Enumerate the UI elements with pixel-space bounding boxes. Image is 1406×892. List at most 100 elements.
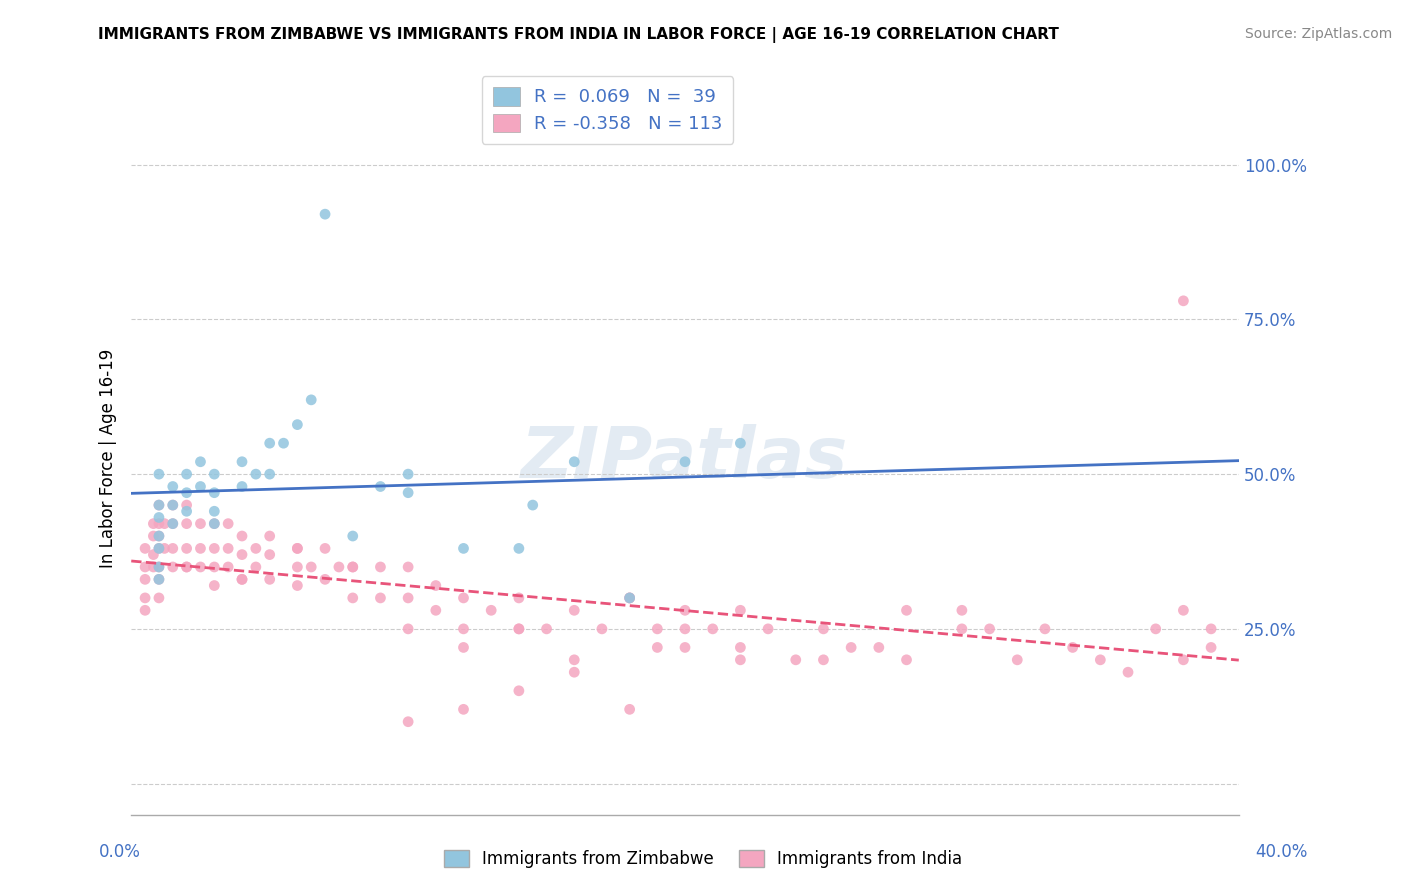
Point bbox=[314, 207, 336, 221]
Point bbox=[508, 622, 530, 636]
Point bbox=[730, 653, 752, 667]
Point bbox=[396, 560, 419, 574]
Point bbox=[259, 573, 281, 587]
Point bbox=[508, 591, 530, 605]
Point bbox=[314, 541, 336, 556]
Point bbox=[134, 573, 156, 587]
Point bbox=[1199, 622, 1222, 636]
Point bbox=[342, 591, 364, 605]
Point bbox=[162, 516, 184, 531]
Point bbox=[508, 622, 530, 636]
Point bbox=[148, 541, 170, 556]
Point bbox=[148, 529, 170, 543]
Point bbox=[396, 591, 419, 605]
Point bbox=[673, 640, 696, 655]
Point bbox=[730, 640, 752, 655]
Point bbox=[148, 541, 170, 556]
Point bbox=[259, 548, 281, 562]
Point bbox=[1116, 665, 1139, 680]
Point bbox=[190, 479, 212, 493]
Point bbox=[702, 622, 724, 636]
Point bbox=[162, 541, 184, 556]
Point bbox=[176, 560, 198, 574]
Point bbox=[673, 622, 696, 636]
Point bbox=[562, 665, 585, 680]
Point bbox=[245, 467, 267, 482]
Point bbox=[148, 529, 170, 543]
Point bbox=[259, 467, 281, 482]
Point bbox=[176, 498, 198, 512]
Point bbox=[508, 683, 530, 698]
Point bbox=[217, 516, 239, 531]
Point bbox=[1007, 653, 1029, 667]
Point bbox=[453, 591, 475, 605]
Point bbox=[1199, 640, 1222, 655]
Point bbox=[1173, 653, 1195, 667]
Point bbox=[231, 573, 253, 587]
Point bbox=[142, 560, 165, 574]
Point bbox=[148, 516, 170, 531]
Point bbox=[202, 560, 225, 574]
Point bbox=[619, 702, 641, 716]
Point bbox=[370, 479, 392, 493]
Point bbox=[134, 541, 156, 556]
Point bbox=[479, 603, 502, 617]
Point bbox=[148, 510, 170, 524]
Point bbox=[730, 603, 752, 617]
Point bbox=[134, 591, 156, 605]
Point bbox=[756, 622, 779, 636]
Point bbox=[287, 541, 309, 556]
Point bbox=[176, 560, 198, 574]
Point bbox=[162, 516, 184, 531]
Point bbox=[231, 548, 253, 562]
Point bbox=[299, 560, 322, 574]
Point bbox=[142, 529, 165, 543]
Point bbox=[148, 573, 170, 587]
Legend: R =  0.069   N =  39, R = -0.358   N = 113: R = 0.069 N = 39, R = -0.358 N = 113 bbox=[482, 76, 734, 144]
Point bbox=[245, 560, 267, 574]
Point bbox=[370, 560, 392, 574]
Point bbox=[190, 455, 212, 469]
Point bbox=[287, 578, 309, 592]
Point bbox=[142, 516, 165, 531]
Point bbox=[176, 541, 198, 556]
Point bbox=[142, 548, 165, 562]
Point bbox=[896, 603, 918, 617]
Point bbox=[245, 541, 267, 556]
Point bbox=[522, 498, 544, 512]
Point bbox=[202, 467, 225, 482]
Point bbox=[217, 541, 239, 556]
Point bbox=[190, 560, 212, 574]
Point bbox=[950, 603, 973, 617]
Point bbox=[202, 578, 225, 592]
Point bbox=[396, 485, 419, 500]
Point bbox=[619, 591, 641, 605]
Point bbox=[813, 653, 835, 667]
Point bbox=[868, 640, 890, 655]
Point bbox=[813, 622, 835, 636]
Point bbox=[453, 702, 475, 716]
Point bbox=[425, 603, 447, 617]
Point bbox=[562, 653, 585, 667]
Point bbox=[979, 622, 1001, 636]
Point bbox=[176, 504, 198, 518]
Point bbox=[162, 479, 184, 493]
Point bbox=[342, 560, 364, 574]
Text: IMMIGRANTS FROM ZIMBABWE VS IMMIGRANTS FROM INDIA IN LABOR FORCE | AGE 16-19 COR: IMMIGRANTS FROM ZIMBABWE VS IMMIGRANTS F… bbox=[98, 27, 1059, 43]
Point bbox=[342, 529, 364, 543]
Point bbox=[202, 516, 225, 531]
Point bbox=[1173, 293, 1195, 308]
Point bbox=[231, 573, 253, 587]
Text: Source: ZipAtlas.com: Source: ZipAtlas.com bbox=[1244, 27, 1392, 41]
Point bbox=[162, 560, 184, 574]
Text: 0.0%: 0.0% bbox=[98, 843, 141, 861]
Point bbox=[259, 529, 281, 543]
Point bbox=[1062, 640, 1084, 655]
Point bbox=[453, 640, 475, 655]
Point bbox=[162, 498, 184, 512]
Point bbox=[950, 622, 973, 636]
Point bbox=[673, 603, 696, 617]
Point bbox=[396, 714, 419, 729]
Point bbox=[562, 603, 585, 617]
Point bbox=[619, 591, 641, 605]
